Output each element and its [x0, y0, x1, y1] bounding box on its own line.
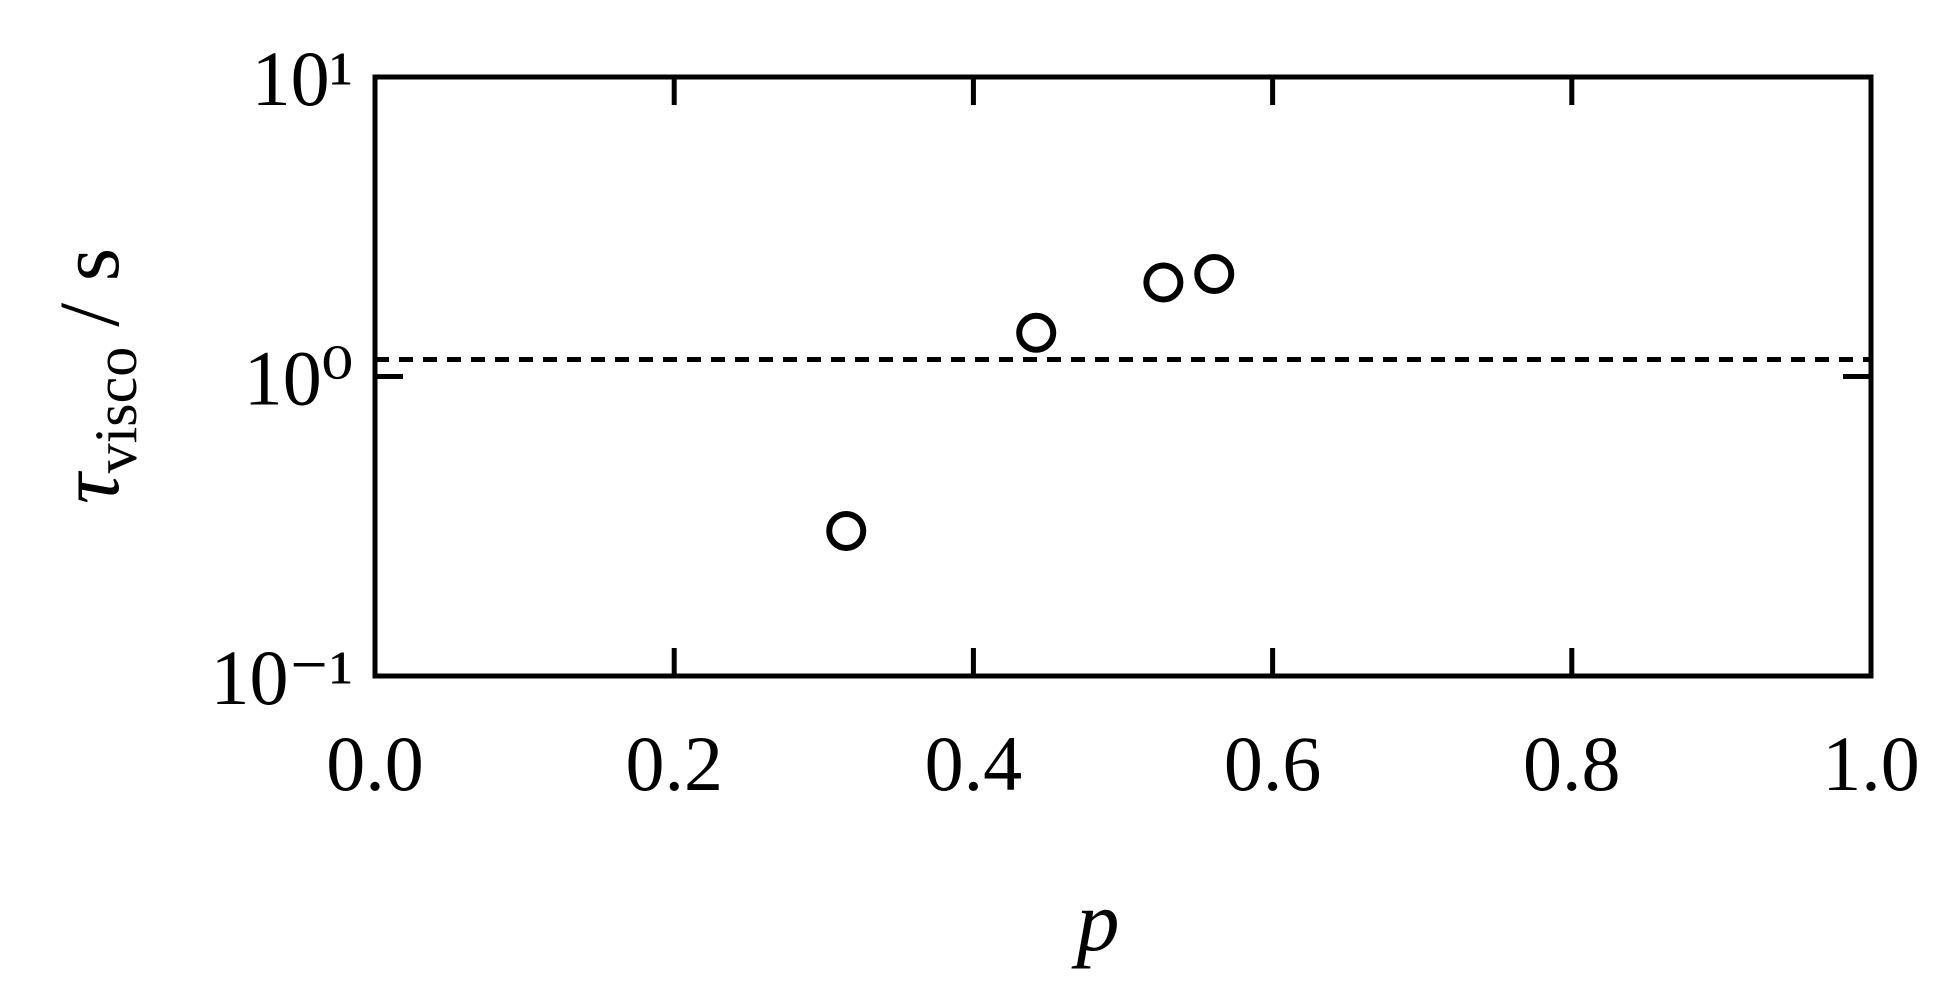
y-tick-label: 10⁰ [244, 335, 353, 422]
y-axis-label: τvisco / s [41, 248, 149, 504]
y-tick-label: 10¹ [252, 35, 353, 122]
x-tick-label: 0.4 [925, 720, 1023, 807]
y-label-unit: / s [41, 248, 137, 327]
x-tick-label: 0.0 [326, 720, 424, 807]
data-point [1194, 253, 1235, 294]
x-tick-label: 1.0 [1822, 720, 1920, 807]
x-tick-label: 0.6 [1224, 720, 1322, 807]
x-tick-label: 0.2 [625, 720, 723, 807]
data-point [1016, 312, 1057, 353]
x-tick-label: 0.8 [1523, 720, 1621, 807]
plot-frame [372, 74, 1874, 679]
x-axis-label: p [1071, 873, 1120, 969]
y-label-symbol: τ [41, 470, 137, 504]
y-tick-label: 10⁻¹ [210, 634, 353, 721]
data-point [826, 510, 867, 551]
y-label-subscript: visco [83, 347, 149, 474]
data-point [1143, 262, 1184, 303]
